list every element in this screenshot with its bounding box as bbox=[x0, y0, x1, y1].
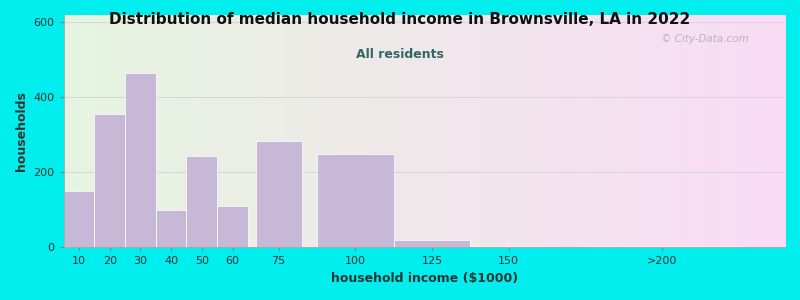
Bar bbox=[586, 245, 739, 247]
Y-axis label: households: households bbox=[15, 91, 28, 171]
Bar bbox=[125, 73, 156, 248]
Bar bbox=[64, 191, 94, 247]
Text: All residents: All residents bbox=[356, 48, 444, 61]
Bar bbox=[186, 156, 217, 248]
Bar bbox=[470, 245, 547, 247]
Text: © City-Data.com: © City-Data.com bbox=[661, 34, 749, 44]
Bar bbox=[156, 210, 186, 248]
Bar bbox=[217, 206, 248, 248]
Bar bbox=[394, 240, 470, 247]
Bar bbox=[317, 154, 394, 247]
Bar bbox=[255, 141, 302, 248]
X-axis label: household income ($1000): household income ($1000) bbox=[330, 272, 518, 285]
Text: Distribution of median household income in Brownsville, LA in 2022: Distribution of median household income … bbox=[110, 12, 690, 27]
Bar bbox=[94, 114, 125, 248]
